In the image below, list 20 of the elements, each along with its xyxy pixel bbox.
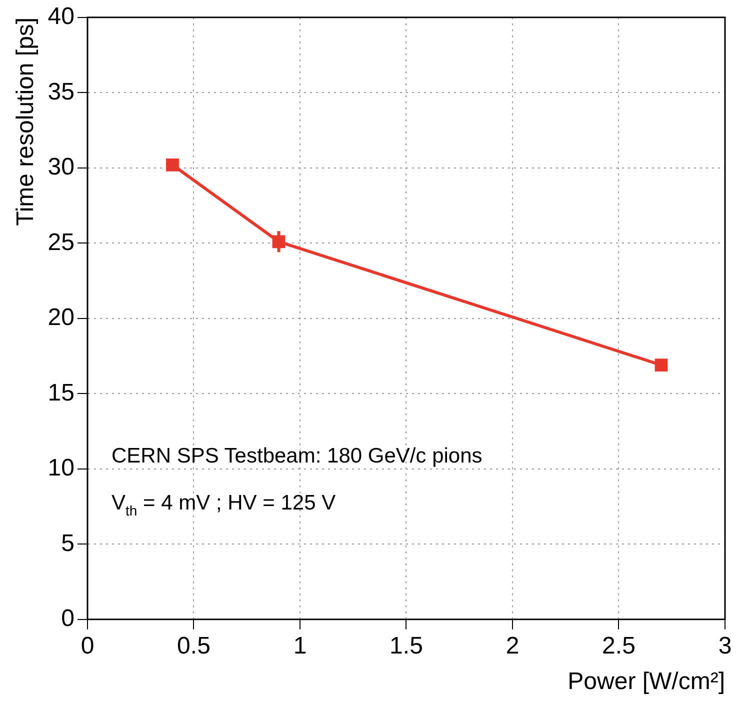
y-tick-label: 20 [48,304,74,332]
x-axis-title: Power [W/cm²] [568,668,725,696]
annotation: CERN SPS Testbeam: 180 GeV/c pions [111,444,482,468]
y-axis-title: Time resolution [ps] [12,17,40,226]
x-tick-label: 1 [293,632,307,660]
y-tick-label: 30 [48,154,74,181]
x-tick-label: 0.5 [177,632,210,660]
y-tick-label: 15 [48,379,74,406]
y-tick-label: 25 [48,228,74,256]
y-tick-label: 40 [48,3,74,30]
x-tick-label: 2.5 [602,632,636,660]
x-tick-label: 1.5 [390,632,423,660]
y-tick-label: 35 [48,78,74,106]
y-tick-label: 5 [61,530,74,557]
x-tick-label: 2 [506,632,520,660]
y-tick-label: 10 [48,454,74,482]
x-tick-label: 3 [718,632,732,660]
x-tick-label: 0 [80,632,94,660]
y-tick-label: 0 [61,605,74,632]
point [166,158,179,172]
